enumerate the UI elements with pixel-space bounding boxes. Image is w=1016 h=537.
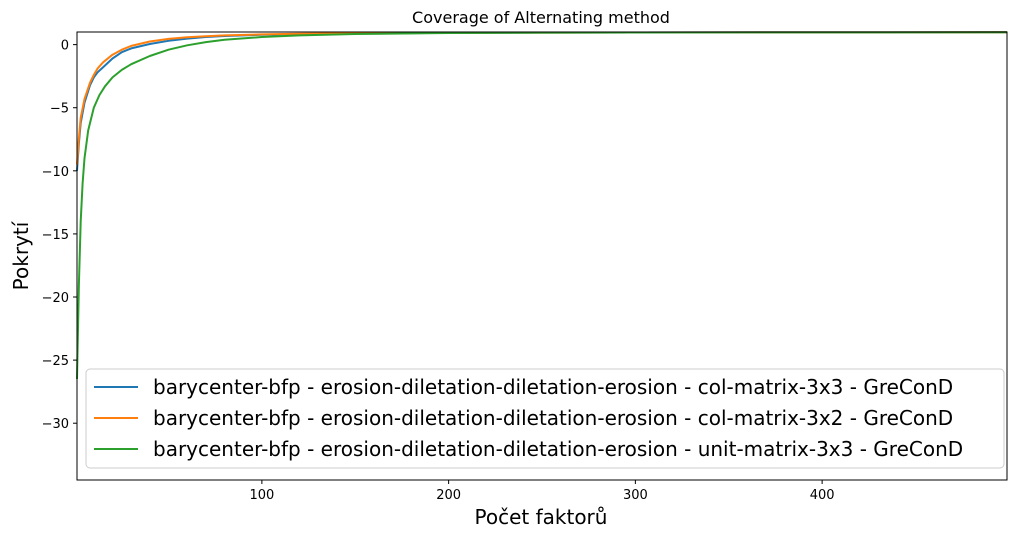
y-tick-label: −5 [50,102,69,117]
x-tick-label: 100 [249,488,274,503]
x-tick-label: 400 [810,488,835,503]
legend-items: barycenter-bfp - erosion-diletation-dile… [94,375,963,461]
chart-title: Coverage of Alternating method [412,8,670,27]
x-tick-label: 200 [436,488,461,503]
legend-label-1: barycenter-bfp - erosion-diletation-dile… [153,375,953,399]
x-axis-label: Počet faktorů [475,505,608,529]
y-axis-ticks: 0 −5 −10 −15 −20 −25 −30 [42,39,77,432]
series-layer [76,31,1008,380]
y-tick-label: −10 [42,165,69,180]
y-tick-label: −30 [42,417,69,432]
legend: barycenter-bfp - erosion-diletation-dile… [85,368,1005,469]
legend-label-3: barycenter-bfp - erosion-diletation-dile… [153,437,963,461]
y-tick-label: 0 [61,39,69,54]
y-tick-label: −25 [42,354,69,369]
x-tick-label: 300 [623,488,648,503]
y-tick-label: −20 [42,291,69,306]
y-axis-label: Pokrytí [9,220,33,290]
plot-frame [76,31,1008,481]
legend-box [85,368,1005,469]
series-line-3 [76,31,1008,380]
y-tick-label: −15 [42,228,69,243]
x-axis-ticks: 100 200 300 400 [249,480,835,503]
legend-label-2: barycenter-bfp - erosion-diletation-dile… [153,406,953,430]
